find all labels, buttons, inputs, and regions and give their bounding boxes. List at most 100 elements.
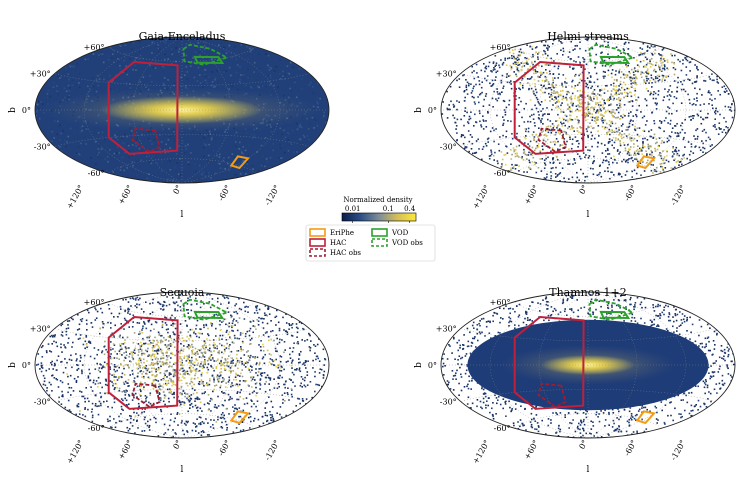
y-tick-label: -60° — [494, 424, 511, 433]
x-tick-label: 0° — [171, 184, 183, 196]
legend-swatch-hacobs — [309, 248, 326, 257]
region-outlines — [107, 43, 250, 170]
colorbar-gradient — [341, 212, 417, 222]
legend-frame — [305, 224, 436, 262]
legend-swatch-vod — [371, 228, 388, 237]
region-vod-obs — [588, 43, 636, 66]
colorbar: Normalized density 0.01 0.1 0.4 — [341, 196, 417, 223]
y-axis-label: b — [414, 107, 424, 113]
graticule — [35, 291, 329, 439]
y-tick-label: -60° — [88, 424, 105, 433]
region-outlines — [107, 298, 250, 425]
y-tick-label: +60° — [490, 43, 511, 52]
sky-boundary — [440, 291, 736, 439]
legend-swatch-eriphe — [309, 228, 326, 237]
legend-label-vodobs: VOD obs — [391, 239, 423, 247]
y-axis-label: b — [8, 362, 18, 368]
region-vod — [599, 55, 631, 65]
x-tick-label: -120° — [263, 184, 282, 208]
region-eriphe — [635, 155, 656, 170]
legend-swatch-vodobs — [371, 238, 388, 247]
y-tick-label: -60° — [494, 169, 511, 178]
region-hac — [107, 60, 179, 155]
colorbar-tick-label: 0.01 — [345, 205, 361, 213]
sky-map-3: Sequoia +60° +30° 0° -30° -60° b +120° +60° 0° -60… — [8, 286, 330, 475]
x-tick-label: -60° — [622, 439, 638, 458]
region-hac — [513, 315, 585, 410]
y-tick-label: +30° — [30, 70, 51, 79]
sky-boundary — [440, 36, 736, 184]
x-tick-label: +60° — [522, 184, 540, 207]
region-hac-obs — [131, 382, 161, 408]
x-tick-label: +120° — [471, 184, 492, 211]
region-vod-obs — [588, 298, 636, 321]
x-tick-label: -120° — [263, 439, 282, 463]
legend: EriPhe VOD HAC VOD obs HAC obs — [305, 224, 436, 262]
legend-label-hac: HAC — [330, 239, 347, 247]
region-hac-obs — [131, 127, 161, 153]
region-outlines — [513, 298, 656, 425]
x-tick-label: +60° — [522, 439, 540, 462]
x-tick-label: 0° — [577, 184, 589, 196]
y-tick-label: 0° — [22, 106, 31, 115]
panel-title: Sequoia — [160, 286, 205, 299]
y-tick-label: +60° — [490, 298, 511, 307]
x-tick-label: -60° — [622, 184, 638, 203]
y-axis-label: b — [8, 107, 18, 113]
region-vod — [193, 310, 225, 320]
region-vod — [599, 310, 631, 320]
panel-title: Helmi streams — [547, 30, 629, 43]
x-axis-label: l — [181, 465, 184, 475]
y-tick-label: +60° — [84, 298, 105, 307]
x-tick-label: -60° — [216, 184, 232, 203]
graticule — [441, 36, 735, 184]
x-tick-label: 0° — [577, 439, 589, 451]
colorbar-tick-label: 0.4 — [404, 205, 416, 213]
region-vod — [193, 55, 225, 65]
y-tick-label: -30° — [34, 398, 51, 407]
sky-boundary — [34, 291, 330, 439]
region-outlines — [513, 43, 656, 170]
colorbar-tick-label: 0.1 — [383, 205, 394, 213]
region-vod-obs — [182, 43, 230, 66]
x-tick-label: -120° — [669, 184, 688, 208]
x-tick-label: -120° — [669, 439, 688, 463]
x-tick-label: +60° — [116, 439, 134, 462]
legend-label-hacobs: HAC obs — [330, 249, 361, 257]
y-tick-label: 0° — [22, 361, 31, 370]
y-tick-label: +60° — [84, 43, 105, 52]
legend-swatch-hac — [309, 238, 326, 247]
x-axis-label: l — [587, 465, 590, 475]
region-hac-obs — [537, 382, 567, 408]
star-density — [35, 38, 329, 183]
colorbar-label: Normalized density — [343, 196, 412, 204]
region-hac — [107, 315, 179, 410]
sky-boundary — [34, 36, 330, 184]
y-tick-label: 0° — [428, 361, 437, 370]
graticule — [35, 36, 329, 184]
y-tick-label: +30° — [436, 325, 457, 334]
region-vod-obs — [182, 298, 230, 321]
y-tick-label: +30° — [436, 70, 457, 79]
x-tick-label: +60° — [116, 184, 134, 207]
x-tick-label: +120° — [65, 439, 86, 466]
panel-title: Gaia-Enceladus — [139, 30, 226, 43]
region-eriphe — [635, 410, 656, 425]
legend-label-eriphe: EriPhe — [330, 229, 354, 237]
region-eriphe — [229, 155, 250, 170]
x-tick-label: 0° — [171, 439, 183, 451]
x-axis-label: l — [587, 210, 590, 220]
y-tick-label: -30° — [440, 143, 457, 152]
region-eriphe — [229, 410, 250, 425]
x-axis-label: l — [181, 210, 184, 220]
x-tick-label: -60° — [216, 439, 232, 458]
sky-map-1: Gaia-Enceladus +60° +30° 0° -30° -60° b +120° +6… — [8, 30, 330, 220]
y-tick-label: 0° — [428, 106, 437, 115]
panel-title: Thamnos 1+2 — [549, 286, 626, 299]
sky-map-4: Thamnos 1+2 +60° +30° 0° -30° -60° b +120° +60° 0… — [414, 286, 736, 475]
x-tick-label: +120° — [471, 439, 492, 466]
y-tick-label: -30° — [440, 398, 457, 407]
y-tick-label: +30° — [30, 325, 51, 334]
legend-label-vod: VOD — [391, 229, 409, 237]
